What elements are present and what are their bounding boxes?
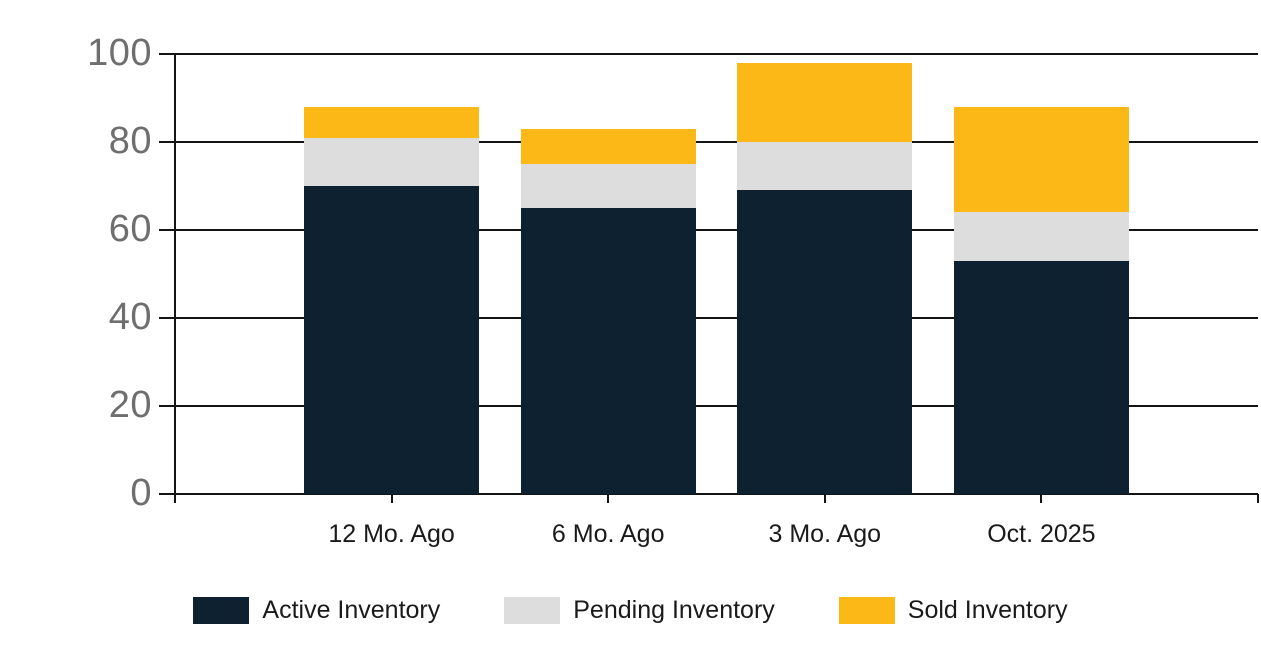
legend-label-active-inventory: Active Inventory (262, 596, 441, 624)
legend-label-sold-inventory: Sold Inventory (907, 596, 1068, 624)
bar-column-oct-2025 (953, 54, 1129, 494)
legend-swatch-pending-inventory (504, 597, 561, 624)
bar-segment-active-inventory[interactable] (304, 186, 480, 494)
y-axis-tick (159, 53, 175, 55)
y-axis-tick (159, 493, 175, 495)
bar-column-6-mo-ago (520, 54, 696, 494)
gridline-80 (175, 141, 1258, 143)
bar-segment-pending-inventory[interactable] (304, 137, 480, 186)
bar-segment-sold-inventory[interactable] (953, 106, 1129, 213)
x-axis-tick (390, 494, 393, 503)
legend-swatch-active-inventory (193, 597, 250, 624)
y-axis-tick (159, 317, 175, 319)
legend: Active Inventory Pending Inventory Sold In… (0, 596, 1261, 625)
gridline-100 (175, 53, 1258, 55)
x-axis-tick (823, 494, 826, 503)
x-axis-label-12-mo-ago: 12 Mo. Ago (328, 520, 455, 548)
x-axis-tick (174, 494, 176, 503)
legend-item-pending-inventory[interactable]: Pending Inventory (504, 596, 775, 625)
x-axis-label-3-mo-ago: 3 Mo. Ago (768, 520, 882, 548)
gridline-60 (175, 229, 1258, 231)
x-axis-label-6-mo-ago: 6 Mo. Ago (551, 520, 665, 548)
x-axis-label-oct-2025: Oct. 2025 (987, 520, 1096, 548)
x-axis-tick (1257, 494, 1259, 503)
bar-segment-sold-inventory[interactable] (520, 128, 696, 164)
bar-column-12-mo-ago (304, 54, 480, 494)
y-axis-tick-label: 100 (87, 32, 152, 75)
bar-segment-active-inventory[interactable] (520, 208, 696, 494)
gridline-0 (175, 493, 1258, 495)
y-axis-line (174, 54, 176, 503)
x-axis-tick (607, 494, 610, 503)
legend-item-active-inventory[interactable]: Active Inventory (193, 596, 440, 625)
bar-segment-active-inventory[interactable] (737, 190, 913, 494)
bar-segment-sold-inventory[interactable] (737, 62, 913, 143)
y-axis-tick-label: 80 (108, 120, 152, 163)
x-axis: 12 Mo. Ago 6 Mo. Ago 3 Mo. Ago Oct. 2025 (175, 514, 1258, 554)
plot-area (159, 53, 1259, 503)
bar-segment-active-inventory[interactable] (953, 260, 1129, 494)
legend-label-pending-inventory: Pending Inventory (573, 596, 775, 624)
y-axis-tick (159, 229, 175, 231)
gridline-20 (175, 405, 1258, 407)
y-axis: 0 20 40 60 80 100 (0, 34, 152, 512)
gridline-40 (175, 317, 1258, 319)
y-axis-tick-label: 60 (108, 208, 152, 251)
legend-swatch-sold-inventory (838, 597, 895, 624)
y-axis-tick-label: 40 (108, 296, 152, 339)
y-axis-tick (159, 405, 175, 407)
legend-item-sold-inventory[interactable]: Sold Inventory (838, 596, 1068, 625)
bar-column-3-mo-ago (737, 54, 913, 494)
y-axis-tick (159, 141, 175, 143)
y-axis-tick-label: 0 (130, 472, 152, 515)
bar-segment-pending-inventory[interactable] (520, 164, 696, 208)
x-axis-tick (1040, 494, 1043, 503)
bar-segment-sold-inventory[interactable] (304, 106, 480, 138)
bar-segment-pending-inventory[interactable] (737, 142, 913, 191)
y-axis-tick-label: 20 (108, 384, 152, 427)
bar-segment-pending-inventory[interactable] (953, 212, 1129, 261)
